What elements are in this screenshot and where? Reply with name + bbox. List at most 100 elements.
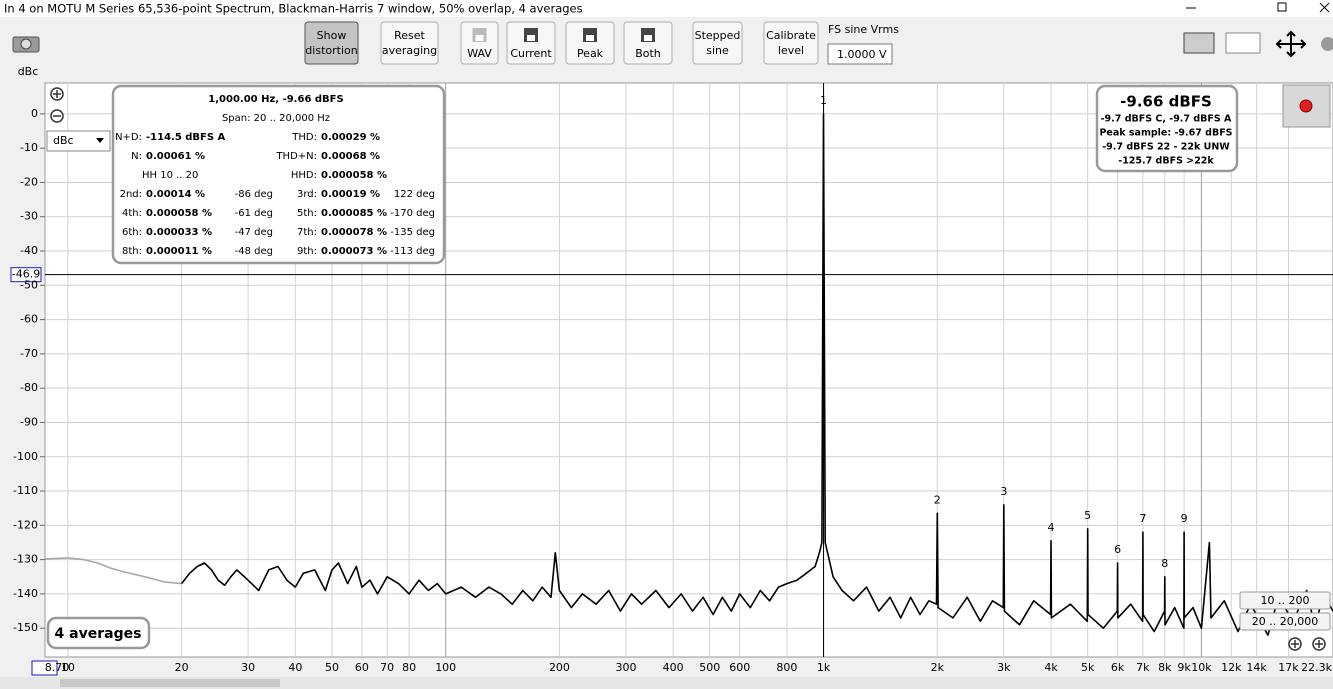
x-tick-label: 4k [1044, 661, 1058, 674]
readout-value: 0.00014 % [146, 189, 205, 200]
y-tick-label: 0 [31, 107, 38, 120]
button-face [692, 21, 743, 65]
toolbar-button[interactable]: Show distortion [304, 21, 359, 65]
button-label: Stepped [695, 29, 741, 42]
x-tick-label: 17k [1278, 661, 1299, 674]
readout-label: 5th: [297, 208, 317, 219]
right-icons [1183, 30, 1333, 58]
readout-value: 0.000085 % [321, 208, 387, 219]
zoom-glyph [1315, 640, 1323, 648]
floppy-label [527, 35, 535, 41]
window-title: In 4 on MOTU M Series 65,536-point Spect… [4, 2, 583, 16]
range-button[interactable] [1239, 612, 1331, 631]
button-face [506, 21, 556, 65]
spectrum-trace [44, 557, 182, 585]
camera-icon[interactable] [12, 36, 40, 53]
readout-label: HHD: [291, 170, 317, 181]
readout-phase: 122 deg [394, 189, 435, 200]
x-tick-label: 70 [380, 661, 394, 674]
readout-phase: -86 deg [235, 189, 273, 200]
zoom-glyph [1291, 640, 1299, 648]
readout-value: 0.000033 % [146, 227, 212, 238]
y-tick-label: -130 [13, 553, 38, 566]
columns-icon[interactable] [1225, 32, 1261, 54]
cursor-level-box [10, 267, 42, 283]
x-tick-label: 800 [776, 661, 797, 674]
harmonic-label: 2 [934, 493, 941, 506]
y-tick-label: -150 [13, 621, 38, 634]
close[interactable] [1319, 2, 1330, 13]
button-label: level [778, 44, 804, 57]
x-tick-label: 14k [1246, 661, 1267, 674]
readout-value: 0.000078 % [321, 227, 387, 238]
axis-start-box [31, 660, 58, 676]
x-tick-label: 9k [1177, 661, 1191, 674]
dropdown-arrow [96, 138, 104, 143]
level-line: Peak sample: -9.67 dBFS [1099, 128, 1232, 139]
readout-label: 7th: [297, 227, 317, 238]
toolbar-button[interactable]: Reset averaging [380, 21, 439, 65]
x-tick-label: 12k [1221, 661, 1242, 674]
toolbar-button[interactable]: Both [623, 21, 673, 65]
fs-label: FS sine Vrms [828, 23, 899, 36]
y-tick-label: -110 [13, 484, 38, 497]
zoom-out[interactable] [50, 109, 64, 123]
readout-label: THD: [291, 132, 317, 143]
readout-phase: -47 deg [235, 227, 273, 238]
x-tick-label: 8.70 [45, 661, 70, 674]
toolbar-button: WAV [460, 21, 499, 65]
averages-panel [46, 616, 151, 650]
readout-label: 9th: [297, 246, 317, 257]
button-label: Reset [394, 29, 425, 42]
scrollbar-thumb[interactable] [60, 679, 280, 687]
x-tick-label: 3k [997, 661, 1011, 674]
fs-input[interactable] [827, 43, 893, 65]
readout-label: 8th: [122, 246, 142, 257]
toolbar-button[interactable]: Peak [565, 21, 615, 65]
button-face [460, 21, 499, 65]
zoom-in[interactable] [50, 87, 64, 101]
settings-icon[interactable] [1321, 37, 1333, 51]
toolbar-button[interactable]: Current [506, 21, 556, 65]
readout-value: 0.000011 % [146, 246, 212, 257]
x-tick-label: 1k [817, 661, 831, 674]
button-face [380, 21, 439, 65]
readout-panel [111, 84, 446, 265]
traces [44, 113, 1333, 636]
readout-value: 0.000073 % [321, 246, 387, 257]
readout-phase: -113 deg [390, 246, 435, 257]
overlay-icon[interactable] [1183, 32, 1215, 54]
harmonic-label: 5 [1084, 509, 1091, 522]
readout-label: 3rd: [297, 189, 317, 200]
harmonic-label: 9 [1181, 512, 1188, 525]
x-tick-label: 10k [1191, 661, 1212, 674]
readout-phase: -170 deg [390, 208, 435, 219]
range-button[interactable] [1239, 591, 1331, 610]
readout-value: 0.000058 % [321, 170, 387, 181]
x-tick-label: 500 [699, 661, 720, 674]
maximize[interactable] [1277, 2, 1287, 12]
zoom-fit-icon[interactable] [1275, 30, 1307, 58]
readout-value: 0.000058 % [146, 208, 212, 219]
y-tick-label: -140 [13, 587, 38, 600]
level-main: -9.66 dBFS [1120, 93, 1212, 111]
y-tick-label: -40 [20, 244, 38, 257]
readout-value: 0.00068 % [321, 151, 380, 162]
cursor-level-label: -46.9 [12, 268, 40, 281]
unit-dropdown[interactable] [46, 130, 111, 152]
range-button-label: 20 .. 20,000 [1252, 615, 1318, 628]
y-tick-label: -120 [13, 518, 38, 531]
unit-dropdown-value: dBc [53, 134, 74, 147]
button-label: Peak [577, 47, 604, 60]
button-label: Current [510, 47, 552, 60]
button-label: averaging [382, 44, 437, 57]
toolbar-button[interactable]: Calibrate level [763, 21, 819, 65]
readout-span: Span: 20 .. 20,000 Hz [222, 113, 330, 124]
scrollbar[interactable] [0, 677, 1333, 689]
readout-label: 4th: [122, 208, 142, 219]
level-panel [1095, 84, 1239, 173]
toolbar-button[interactable]: Stepped sine [692, 21, 743, 65]
y-tick-label: -80 [20, 381, 38, 394]
level-line: -9.7 dBFS 22 - 22k UNW [1102, 142, 1230, 153]
